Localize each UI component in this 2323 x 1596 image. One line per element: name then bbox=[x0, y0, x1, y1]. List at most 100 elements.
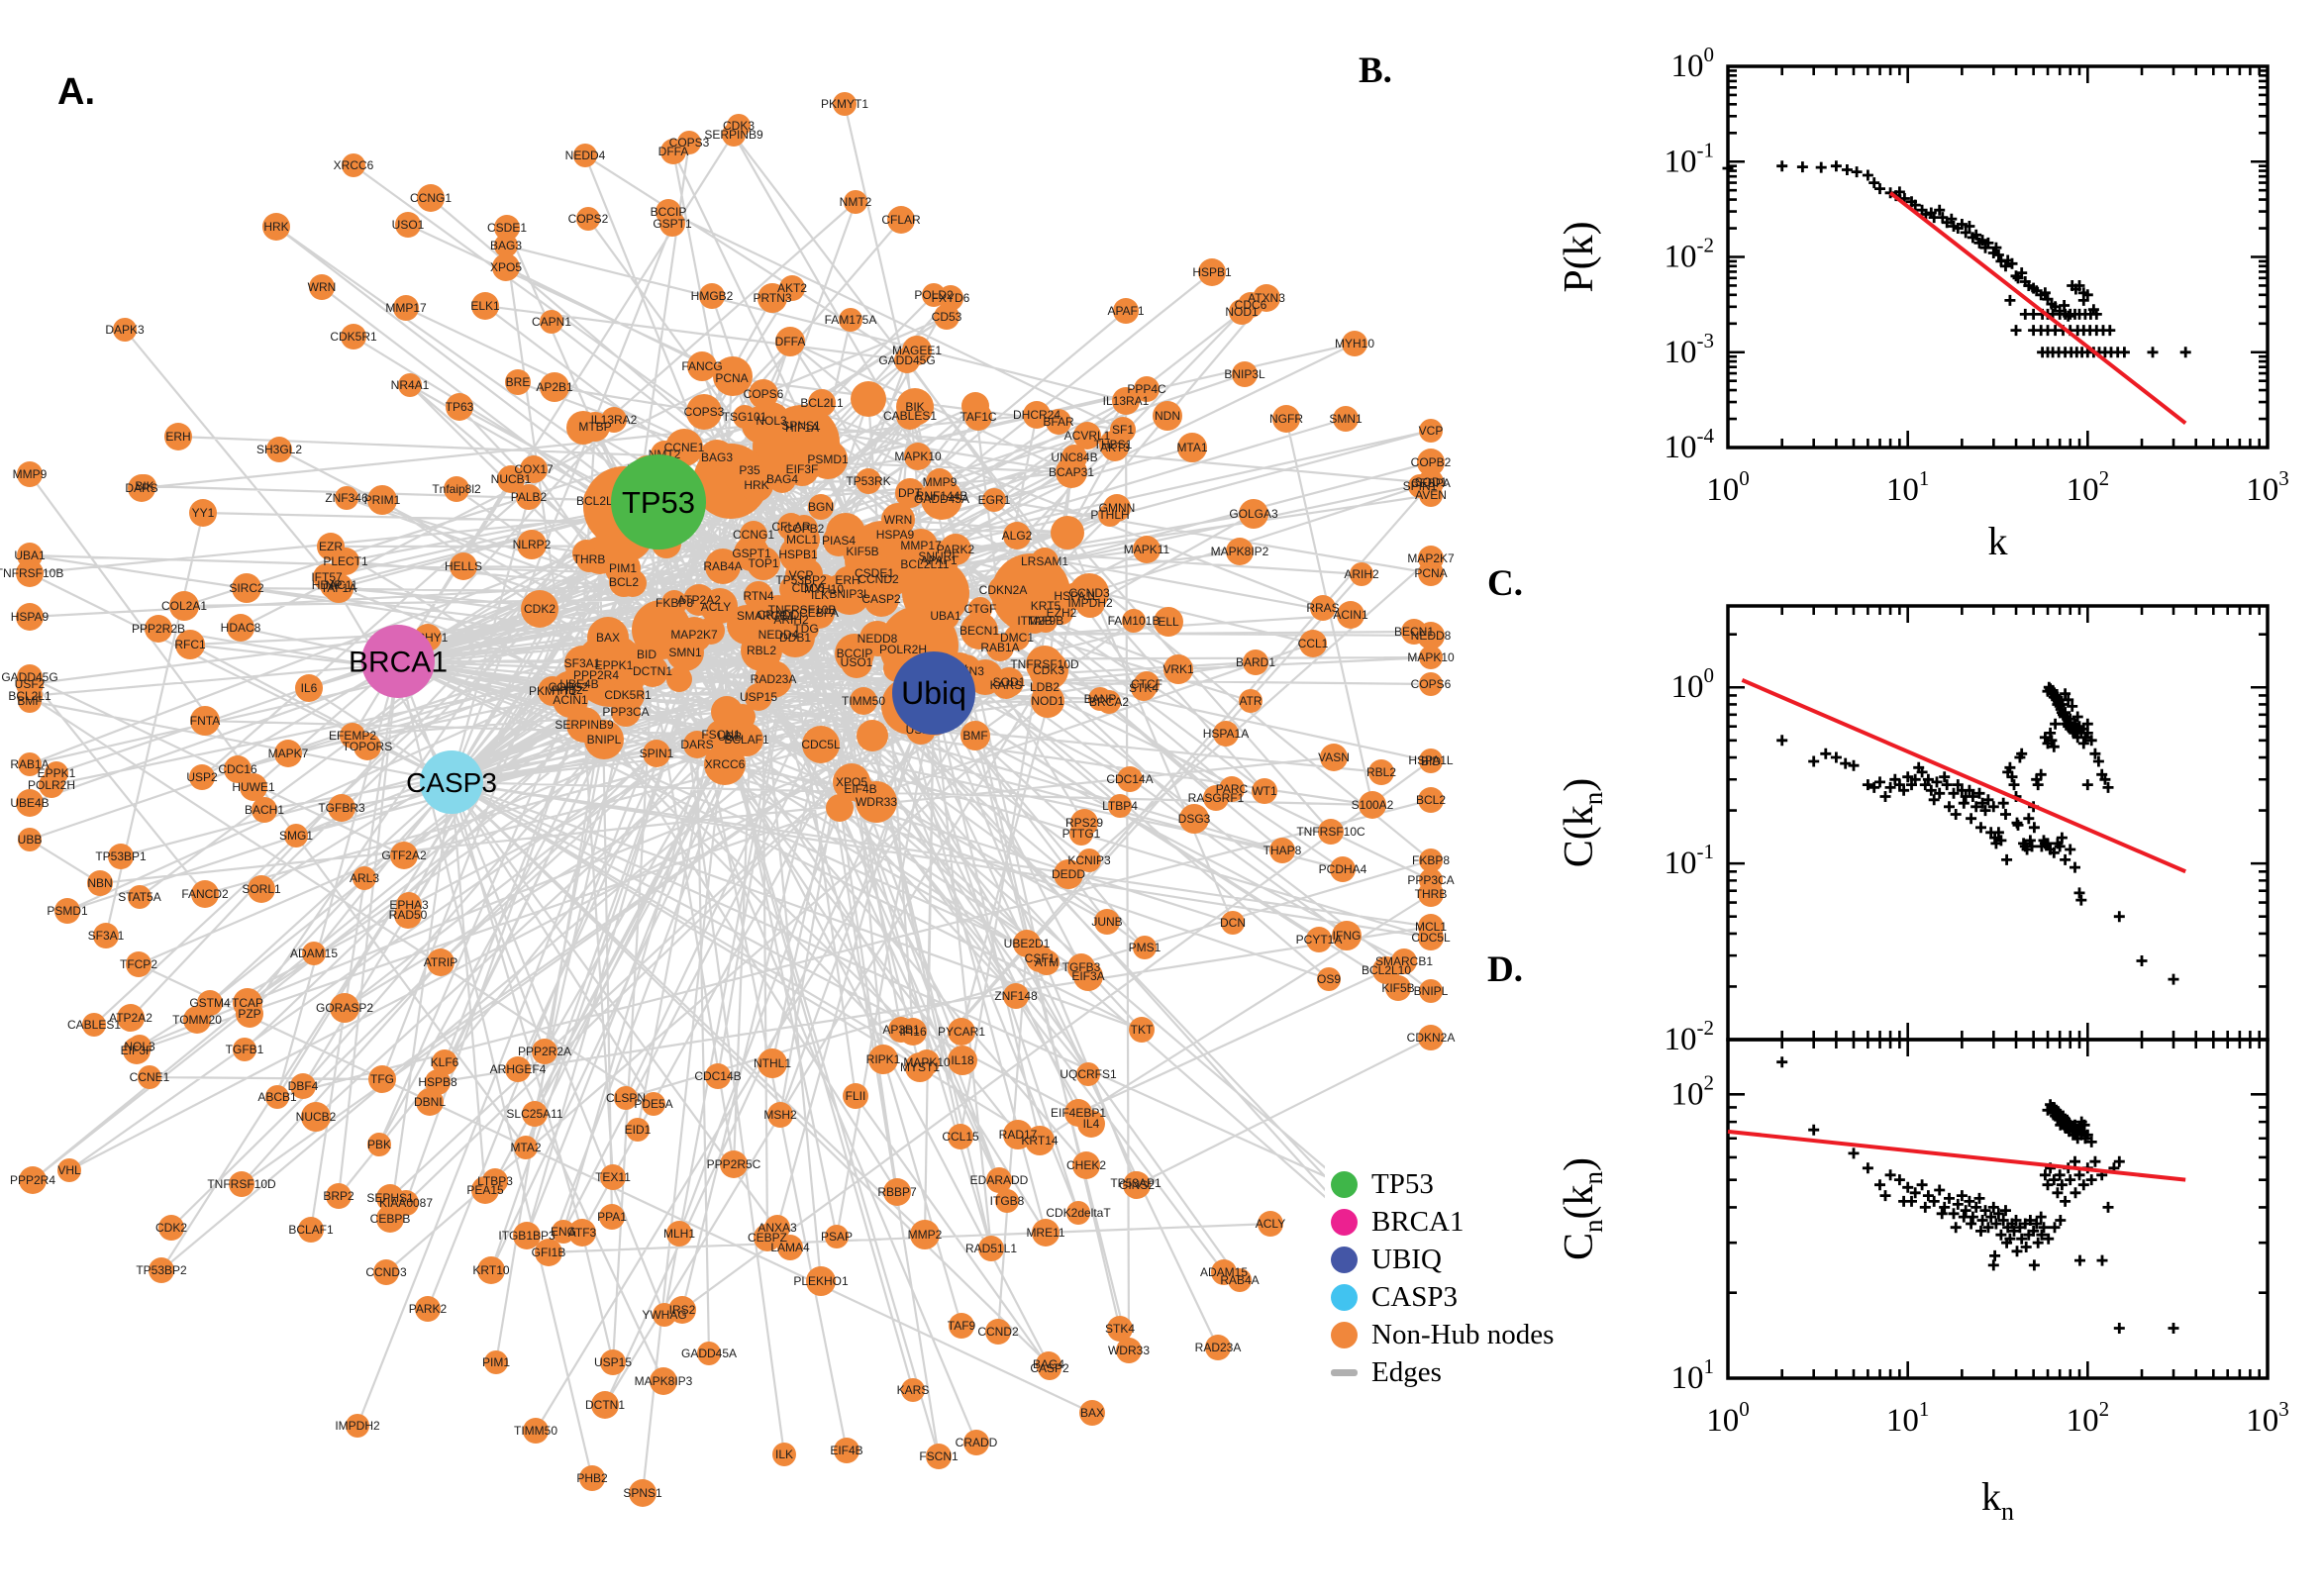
network-node-label: VHL bbox=[57, 1163, 81, 1177]
network-node-label: PTTG1 bbox=[1062, 827, 1101, 841]
network-node bbox=[1269, 838, 1295, 863]
hub-nodes: TP53 BRCA1 Ubiq CASP3 bbox=[349, 454, 975, 814]
x-tick-label: 100 bbox=[1706, 466, 1750, 508]
network-node bbox=[579, 1465, 605, 1491]
network-node bbox=[516, 484, 542, 510]
network-node-label: ELK1 bbox=[470, 299, 500, 313]
network-node-label: COPS2 bbox=[568, 212, 609, 226]
network-node-label: VASN bbox=[1318, 750, 1350, 764]
network-node bbox=[284, 824, 308, 848]
network-node-label: BMF bbox=[962, 729, 987, 743]
network-node-label: SMG1 bbox=[279, 829, 313, 843]
network-node-label: KCNIP3 bbox=[1067, 853, 1111, 867]
network-node-label: COX17 bbox=[514, 462, 554, 476]
network-node-label: PLECT1 bbox=[323, 554, 368, 568]
network-node-label: XRCC6 bbox=[705, 757, 746, 771]
x-tick-label: 101 bbox=[1886, 1397, 1930, 1439]
network-node bbox=[932, 602, 960, 630]
network-node bbox=[274, 740, 302, 767]
network-node bbox=[1112, 387, 1140, 415]
network-node-label: APAF1 bbox=[1107, 304, 1144, 318]
network-node-label: MAGEE1 bbox=[892, 344, 942, 357]
network-node bbox=[856, 781, 897, 823]
network-node-label: PTHLH bbox=[1090, 508, 1129, 522]
network-node-label: DAPK3 bbox=[105, 323, 145, 337]
network-node bbox=[346, 1414, 369, 1438]
network-node-label: ARIH2 bbox=[1344, 567, 1379, 581]
network-node-label: ZNF148 bbox=[994, 989, 1038, 1003]
network-node bbox=[1003, 522, 1031, 549]
network-node-label: ENG bbox=[551, 1225, 576, 1239]
network-node-label: ACVRL1 bbox=[1064, 429, 1111, 443]
network-node-label: USO1 bbox=[841, 655, 873, 669]
network-node bbox=[1198, 258, 1226, 286]
network-node-label: CABLES1 bbox=[67, 1018, 121, 1032]
network-node-label: MLH1 bbox=[663, 1227, 695, 1241]
network-node-label: BCL2 bbox=[609, 575, 639, 589]
network-node bbox=[16, 603, 44, 631]
network-node bbox=[108, 844, 134, 869]
network-node bbox=[704, 744, 746, 785]
network-node bbox=[573, 144, 597, 167]
network-node bbox=[427, 948, 454, 976]
scatter-points bbox=[1776, 681, 2179, 985]
network-node-label: SMN1 bbox=[1329, 412, 1363, 426]
network-node-label: CCNE1 bbox=[130, 1070, 170, 1084]
network-node bbox=[522, 1101, 548, 1127]
network-node-label: HDAC8 bbox=[221, 621, 261, 635]
network-node-label: TCAP bbox=[232, 996, 263, 1010]
network-node-label: RBBP7 bbox=[877, 1185, 917, 1199]
network-node bbox=[484, 1350, 508, 1374]
network-node bbox=[266, 437, 292, 462]
network-node bbox=[683, 731, 711, 758]
network-node-label: TAF1C bbox=[960, 410, 996, 424]
network-node-label: CRADD bbox=[956, 1436, 998, 1449]
x-tick-label: 100 bbox=[1706, 1397, 1750, 1439]
network-node bbox=[576, 207, 600, 231]
network-node-label: RAD23A bbox=[1195, 1341, 1242, 1354]
network-node-label: BAG4 bbox=[1033, 1357, 1064, 1371]
network-node bbox=[521, 590, 558, 628]
network-node-label: GSPT1 bbox=[653, 217, 692, 231]
network-node-label: FANCG bbox=[681, 359, 722, 373]
network-node-label: IL13RA1 bbox=[1103, 394, 1150, 408]
network-node-label: ATP2A2 bbox=[677, 593, 721, 607]
network-node bbox=[227, 614, 254, 642]
network-node-label: TAF9B bbox=[1028, 614, 1063, 628]
network-node bbox=[1418, 560, 1444, 586]
network-node-label: COPB2 bbox=[784, 522, 825, 536]
network-node-label: PCNA bbox=[715, 371, 748, 385]
network-node bbox=[1239, 689, 1262, 713]
hub-node-casp3 bbox=[420, 750, 483, 814]
network-node bbox=[1203, 785, 1229, 811]
network-node bbox=[1419, 646, 1443, 669]
network-node-label: GFI1B bbox=[532, 1246, 566, 1259]
network-node-label: NBN bbox=[87, 876, 112, 890]
network-node bbox=[1310, 595, 1336, 621]
network-node bbox=[777, 1235, 803, 1260]
network-node-label: THRB bbox=[573, 552, 606, 566]
network-node-label: LRSAM1 bbox=[1021, 554, 1068, 568]
network-node bbox=[697, 617, 725, 645]
network-node-label: CCND2 bbox=[977, 1325, 1019, 1339]
network-node-label: APAF1 bbox=[920, 553, 957, 567]
network-node bbox=[637, 655, 668, 687]
network-node bbox=[574, 649, 606, 681]
network-node-label: MAPK11 bbox=[1124, 543, 1170, 556]
network-node-label: BCL2L10 bbox=[1362, 963, 1411, 977]
network-node-label: RNF144B bbox=[916, 489, 968, 503]
network-node bbox=[808, 440, 848, 479]
network-node-label: BRP2 bbox=[323, 1189, 354, 1203]
axis-ticks bbox=[1726, 606, 2270, 1042]
panel-b-label: B. bbox=[1359, 50, 1392, 91]
network-node bbox=[806, 1266, 836, 1296]
node-swatch-icon bbox=[1331, 1321, 1358, 1348]
network-node bbox=[1103, 494, 1131, 522]
network-node-label: CDC14A bbox=[1106, 772, 1153, 786]
network-node-label: BIK bbox=[135, 479, 153, 493]
network-node bbox=[843, 1083, 868, 1109]
network-node-label: SMARCB1 bbox=[1375, 954, 1433, 968]
network-node-label: BCCIP bbox=[651, 205, 687, 219]
network-node-label: DPT bbox=[898, 486, 923, 500]
network-node bbox=[702, 588, 738, 624]
